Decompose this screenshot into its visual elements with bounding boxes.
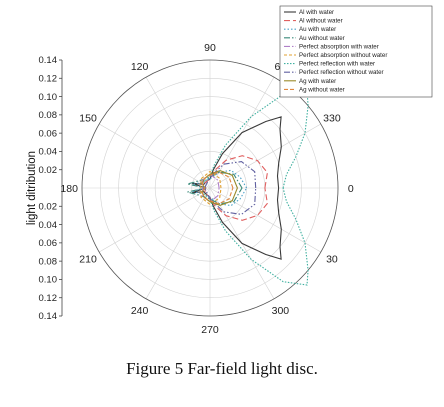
series-layer <box>187 90 309 286</box>
radial-tick-label: 0.02 <box>39 201 58 212</box>
angle-tick-label: 180 <box>60 183 78 195</box>
radial-tick-label: 0.04 <box>39 147 58 158</box>
radial-tick-label: 0.10 <box>39 92 58 103</box>
radial-tick-label: 0.12 <box>39 73 58 84</box>
radial-tick-label: 0.14 <box>39 311 58 322</box>
legend-label: Perfect absorption without water <box>299 52 387 59</box>
radial-tick-label: 0.06 <box>39 238 58 249</box>
series-line <box>203 161 257 215</box>
radial-tick-label: 0.02 <box>39 165 58 176</box>
legend-label: Ag without water <box>299 86 345 93</box>
figure-caption: Figure 5 Far-field light disc. <box>126 359 318 378</box>
radial-tick-label: 0.12 <box>39 293 58 304</box>
series-line <box>200 170 222 206</box>
angle-tick-label: 300 <box>272 305 290 317</box>
legend-label: Al without water <box>299 18 343 25</box>
legend-label: Perfect reflection with water <box>299 61 375 68</box>
angle-tick-label: 210 <box>79 253 97 265</box>
grid-spoke <box>209 187 322 253</box>
angle-tick-label: 270 <box>201 324 219 336</box>
angle-tick-label: 0 <box>348 183 354 195</box>
legend-label: Au without water <box>299 35 345 42</box>
legend-label: Perfect absorption with water <box>299 43 379 50</box>
legend-label: Al with water <box>299 9 334 16</box>
grid-spoke <box>145 187 211 300</box>
grid-spoke <box>209 123 322 189</box>
angle-tick-label: 330 <box>323 113 341 125</box>
angular-axis: 0330609012015018021024027030030 <box>60 42 353 336</box>
y-axis-label: light ditribution <box>26 151 38 225</box>
radial-tick-label: 0.04 <box>39 220 58 231</box>
radial-tick-label: 0.08 <box>39 110 58 121</box>
angle-tick-label: 150 <box>79 113 97 125</box>
series-line <box>201 171 234 205</box>
outer-circle <box>81 59 339 317</box>
series-line <box>201 173 220 203</box>
series-line <box>191 169 248 207</box>
radial-axis: 0.14 0.14 0.12 0.12 0.10 0.10 0.08 0.08 0.06 0.06… <box>39 55 63 322</box>
grid-spoke <box>145 76 211 189</box>
angle-tick-label: 240 <box>131 305 149 317</box>
legend-label: Au with water <box>299 26 336 33</box>
legend-label: Ag with water <box>299 78 336 85</box>
series-line <box>201 90 309 286</box>
angle-tick-label: 30 <box>326 253 338 265</box>
legend-label: Perfect reflection without water <box>299 69 384 76</box>
radial-tick-label: 0.08 <box>39 256 58 267</box>
radial-tick-label: 0.10 <box>39 275 58 286</box>
grid-spoke <box>98 187 211 253</box>
angle-tick-label: 90 <box>204 42 216 54</box>
radial-tick-label: 0.06 <box>39 128 58 139</box>
legend-box <box>279 5 433 98</box>
polar-grid <box>81 59 339 317</box>
angle-tick-label: 120 <box>131 61 149 73</box>
polar-plot: 0.14 0.14 0.12 0.12 0.10 0.10 0.08 0.08 0.06 0.06… <box>26 5 433 336</box>
grid-spoke <box>98 123 211 189</box>
radial-tick-label: 0.14 <box>39 55 58 66</box>
